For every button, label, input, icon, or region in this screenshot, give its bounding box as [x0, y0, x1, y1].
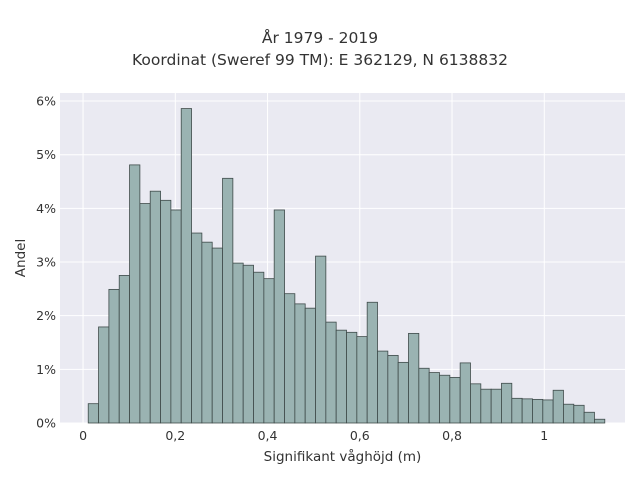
x-tick-label: 1 — [540, 428, 548, 443]
histogram-bar — [387, 354, 399, 424]
histogram-bar — [273, 209, 285, 424]
histogram-bar — [294, 303, 306, 424]
histogram-bar — [284, 293, 296, 424]
y-tick-label: 0% — [36, 416, 56, 431]
histogram-bar — [304, 307, 316, 424]
histogram-bar — [521, 398, 533, 424]
chart-subtitle: Koordinat (Sweref 99 TM): E 362129, N 61… — [132, 51, 508, 69]
y-axis-label: Andel — [13, 239, 29, 277]
histogram-bar — [377, 350, 389, 424]
histogram-bar — [459, 362, 471, 424]
histogram-bar — [160, 199, 172, 424]
histogram-bar — [397, 361, 409, 424]
y-tick-label: 4% — [36, 201, 56, 216]
histogram-bar — [449, 376, 461, 424]
histogram-bar — [532, 398, 544, 424]
bars — [87, 108, 606, 424]
y-tick-label: 3% — [36, 255, 56, 270]
histogram-bar — [470, 383, 482, 424]
chart-title: År 1979 - 2019 — [261, 29, 379, 47]
y-axis-ticks: 0% 1% 2% 3% 4% 5% 6% — [36, 94, 56, 431]
histogram-bar — [253, 271, 265, 424]
histogram-bar — [87, 403, 99, 424]
histogram-bar — [263, 278, 275, 424]
y-tick-label: 2% — [36, 308, 56, 323]
histogram-bar — [129, 164, 141, 424]
histogram-bar — [418, 367, 430, 424]
histogram-bar — [191, 232, 203, 424]
histogram-bar — [211, 247, 223, 424]
histogram-bar — [439, 374, 451, 424]
histogram-bar — [346, 331, 358, 424]
x-tick-label: 0,6 — [350, 428, 370, 443]
histogram-bar — [501, 382, 513, 424]
histogram-bar — [573, 404, 585, 424]
histogram-bar — [232, 262, 244, 424]
x-tick-label: 0,8 — [442, 428, 462, 443]
histogram-bar — [118, 275, 130, 424]
histogram-bar — [170, 209, 182, 424]
x-tick-label: 0,4 — [258, 428, 278, 443]
histogram-bar — [594, 418, 606, 424]
histogram-bar — [583, 411, 595, 424]
histogram-bar — [98, 326, 110, 424]
x-axis-label: Signifikant våghöjd (m) — [264, 448, 422, 465]
histogram-bar — [490, 388, 502, 424]
histogram-bar — [542, 399, 554, 424]
x-tick-label: 0,2 — [165, 428, 185, 443]
histogram-bar — [335, 329, 347, 424]
y-tick-label: 1% — [36, 362, 56, 377]
histogram-bar — [563, 403, 575, 424]
histogram-bar — [139, 203, 151, 424]
histogram-bar — [149, 190, 161, 424]
x-tick-label: 0 — [79, 428, 87, 443]
histogram-bar — [552, 389, 564, 424]
histogram-bar — [201, 241, 213, 424]
histogram-bar — [108, 288, 120, 424]
histogram-bar — [408, 332, 420, 424]
x-axis-ticks: 0 0,2 0,4 0,6 0,8 1 — [79, 428, 548, 443]
histogram-bar — [511, 397, 523, 424]
histogram-bar — [242, 264, 254, 424]
y-tick-label: 5% — [36, 147, 56, 162]
histogram-bar — [366, 301, 378, 424]
histogram-bar — [222, 177, 234, 424]
histogram-bar — [428, 372, 440, 424]
y-tick-label: 6% — [36, 94, 56, 109]
histogram-bar — [315, 255, 327, 424]
histogram-bar — [180, 108, 192, 424]
histogram-bar — [480, 388, 492, 424]
histogram-bar — [325, 321, 337, 424]
gridlines — [60, 93, 625, 424]
histogram-bar — [356, 336, 368, 424]
